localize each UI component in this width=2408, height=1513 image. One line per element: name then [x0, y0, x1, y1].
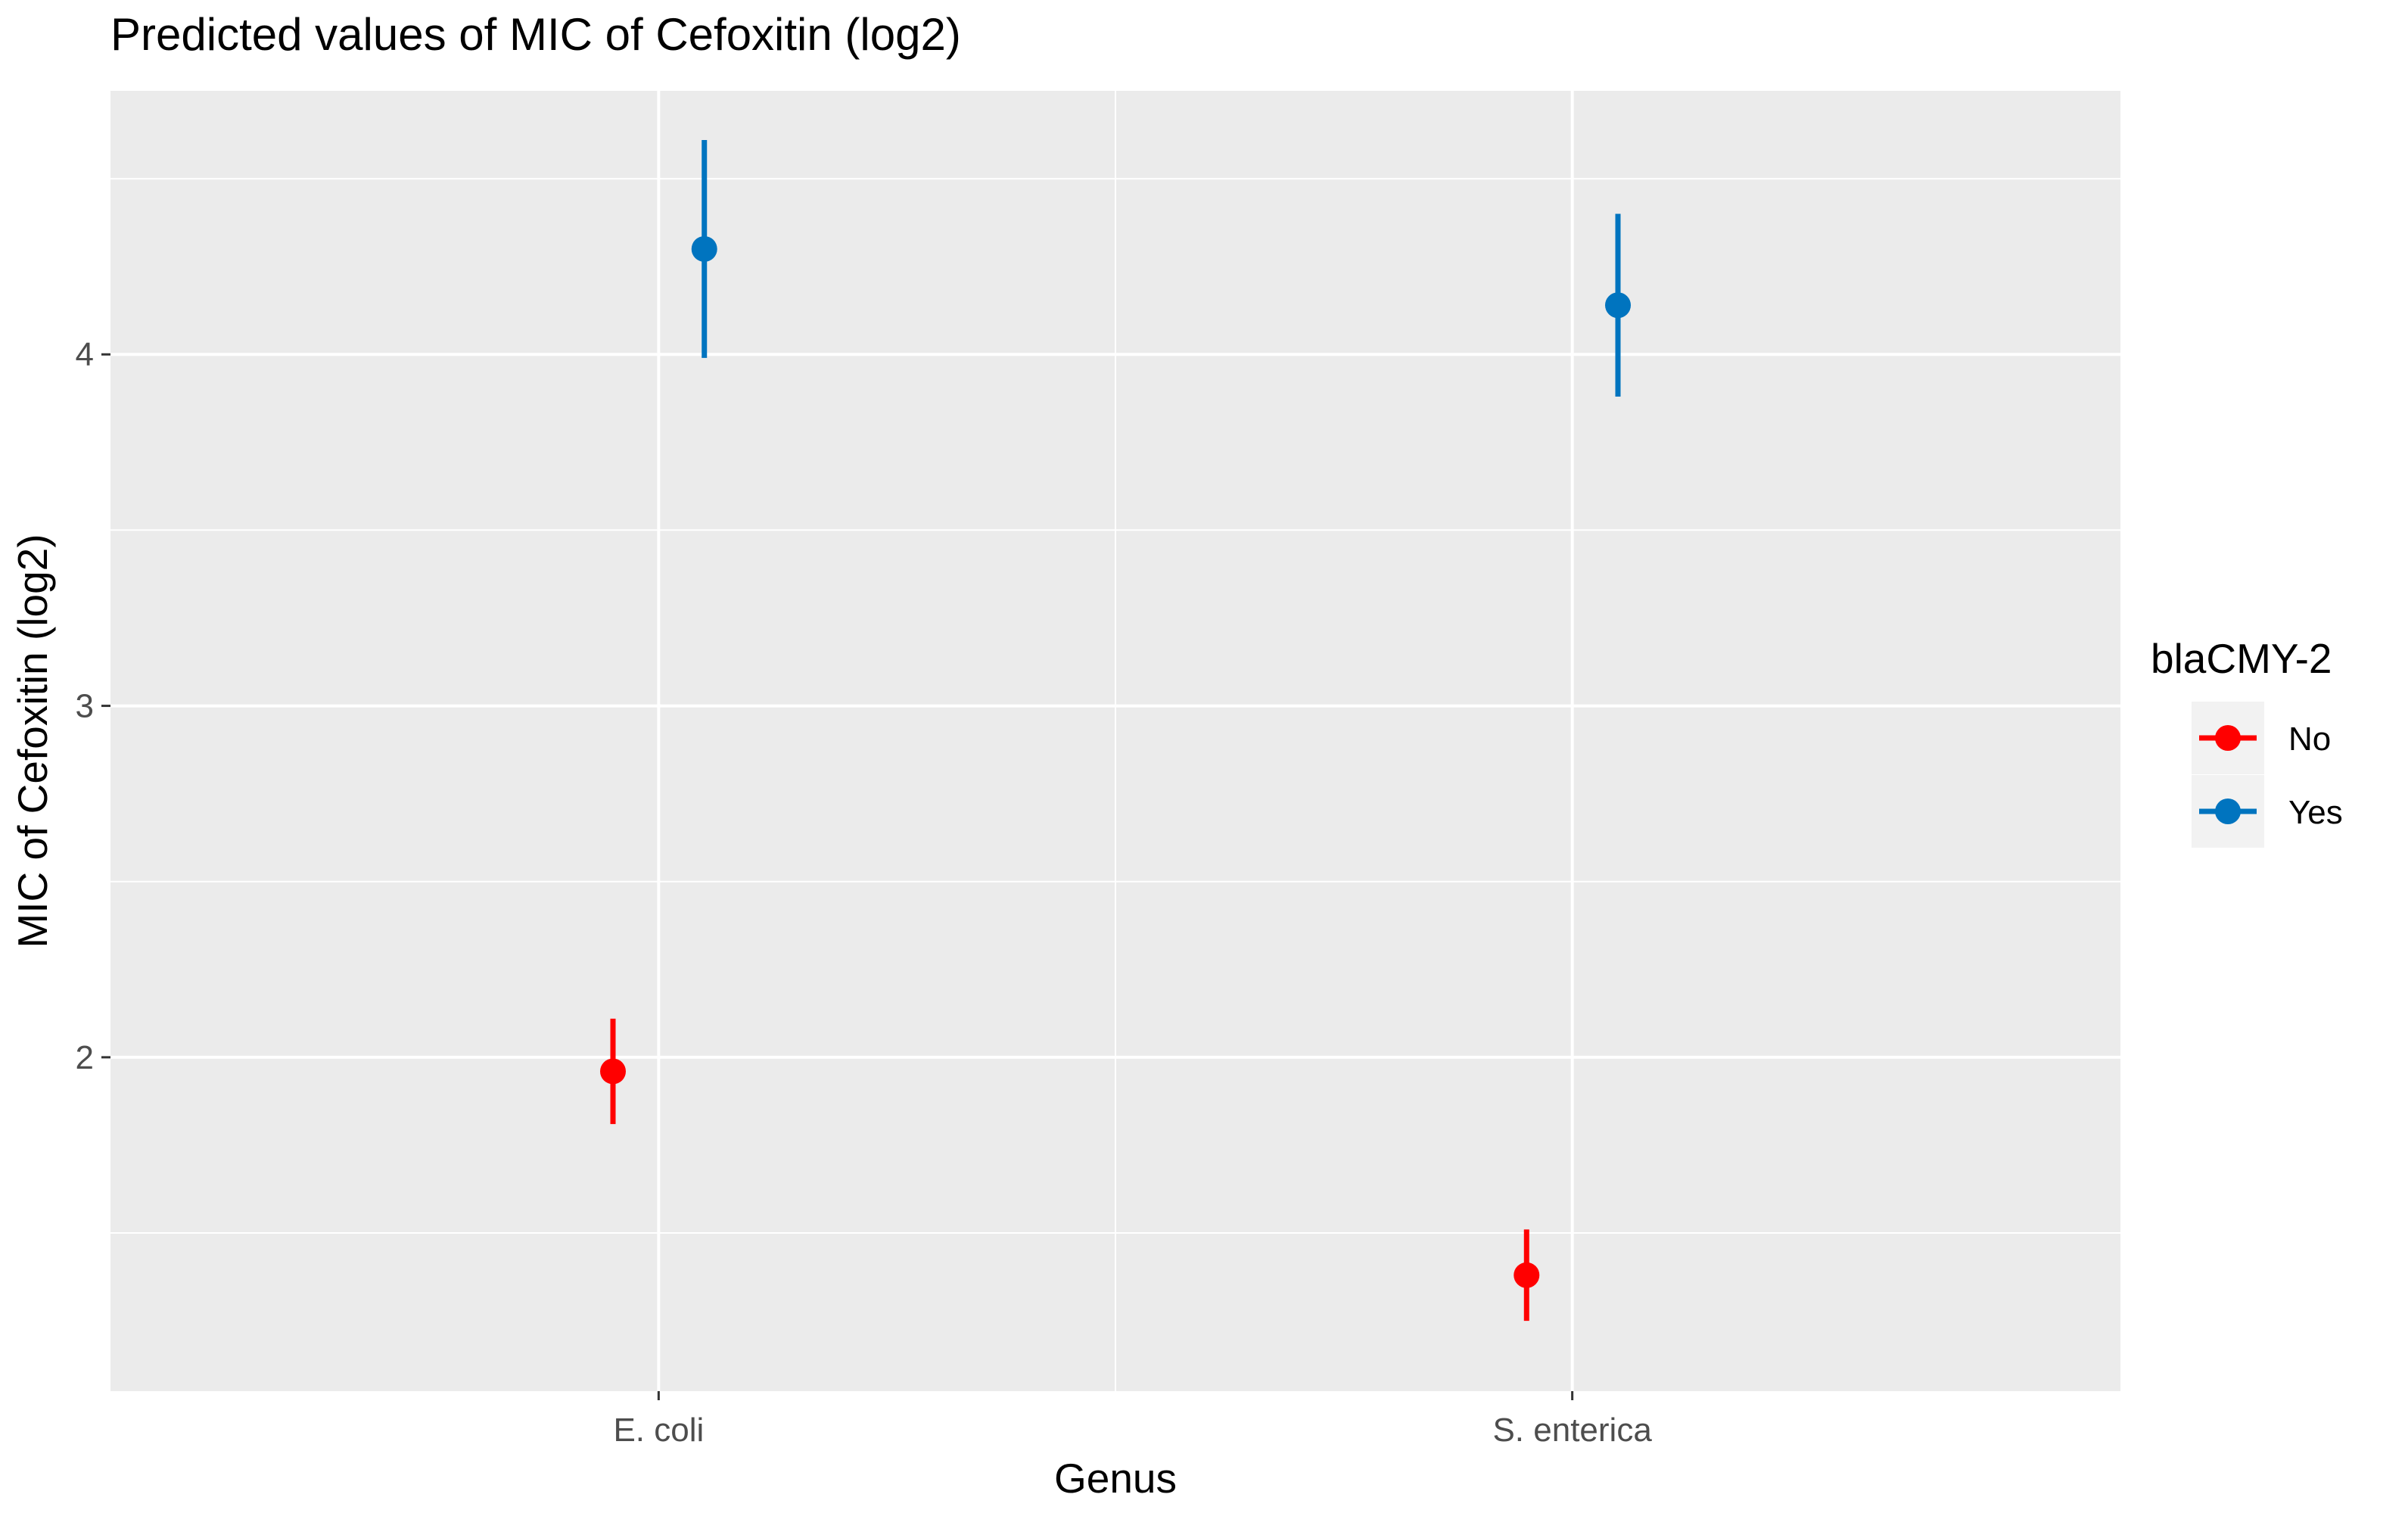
x-tick-label: E. coli [613, 1412, 704, 1449]
data-point [600, 1058, 626, 1085]
x-axis-title: Genus [1054, 1455, 1177, 1502]
chart-title: Predicted values of MIC of Cefoxitin (lo… [110, 9, 961, 60]
legend: blaCMY-2 No Yes [2151, 635, 2343, 848]
legend-label: No [2288, 721, 2331, 758]
data-marks [600, 140, 1631, 1322]
major-gridlines [110, 91, 2120, 1391]
x-tick-label: S. enterica [1492, 1412, 1652, 1449]
y-tick-label: 2 [76, 1039, 94, 1076]
legend-key-point [2215, 725, 2241, 751]
minor-gridlines [110, 91, 2120, 1391]
y-tick-label: 3 [76, 688, 94, 725]
y-axis-title: MIC of Cefoxitin (log2) [9, 534, 56, 948]
x-axis: E. coli S. enterica [613, 1391, 1652, 1449]
legend-keys: No Yes [2192, 702, 2343, 848]
data-point [1605, 292, 1631, 319]
legend-title: blaCMY-2 [2151, 635, 2332, 682]
legend-label: Yes [2288, 794, 2343, 831]
y-tick-label: 4 [76, 336, 94, 373]
data-point [691, 235, 717, 262]
y-axis: 2 3 4 [76, 336, 110, 1076]
legend-key-point [2215, 799, 2241, 824]
data-point [1514, 1262, 1540, 1288]
